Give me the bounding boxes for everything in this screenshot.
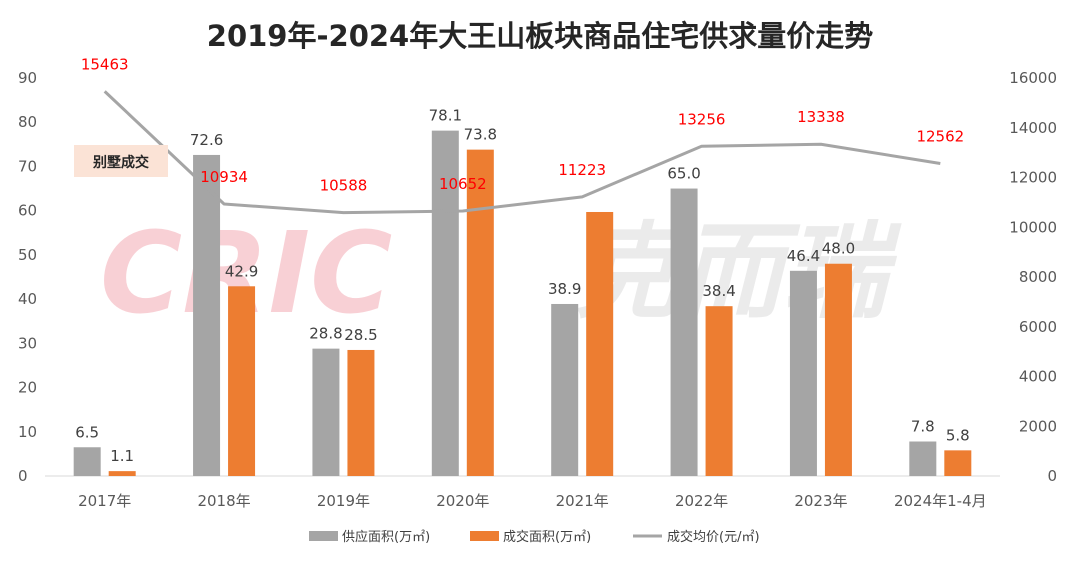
legend-swatch-supply	[309, 531, 338, 541]
y-right-tick: 8000	[1019, 268, 1057, 286]
x-category-label: 2022年	[675, 492, 728, 510]
deal-bar	[824, 263, 852, 476]
deal-bar	[944, 450, 972, 476]
supply-bar-label: 7.8	[911, 418, 935, 436]
y-left-tick: 10	[18, 423, 37, 441]
bar-labels: 6.5 72.6 28.8 78.1 38.9 65.0 46.4 7.8 1.1 42.9 28.…	[75, 107, 969, 466]
deal-bar	[347, 349, 375, 476]
supply-bar-label: 28.8	[309, 325, 342, 343]
price-label: 15463	[81, 55, 129, 73]
supply-bar	[73, 447, 101, 476]
price-label: 10934	[200, 168, 248, 186]
x-category-label: 2021年	[556, 492, 609, 510]
y-left-tick: 0	[18, 467, 28, 485]
y-right-tick: 16000	[1009, 69, 1057, 87]
supply-bar-label: 38.9	[548, 280, 581, 298]
bars	[73, 130, 972, 477]
legend: 供应面积(万㎡) 成交面积(万㎡) 成交均价(元/㎡)	[309, 529, 760, 545]
deal-bar	[705, 306, 733, 476]
y-right-tick: 6000	[1019, 318, 1057, 336]
watermark: CRIC 克而瑞	[100, 209, 902, 339]
price-label: 12562	[916, 128, 964, 146]
y-left-tick: 90	[18, 69, 37, 87]
y-right-tick: 14000	[1009, 119, 1057, 137]
legend-swatch-deal	[470, 531, 499, 541]
deal-bar	[228, 286, 256, 476]
deal-bar-label: 42.9	[225, 262, 258, 280]
right-axis: 0 2000 4000 6000 8000 10000 12000 14000 16000	[1009, 69, 1057, 485]
deal-bar-label: 38.4	[702, 282, 735, 300]
x-category-label: 2017年	[78, 492, 131, 510]
deal-bar	[586, 211, 614, 476]
legend-label-price: 成交均价(元/㎡)	[667, 529, 760, 545]
price-labels: 15463 10934 10588 10652 11223 13256 13338 12562	[81, 55, 964, 194]
supply-bar	[909, 441, 937, 476]
x-category-label: 2018年	[197, 492, 250, 510]
legend-label-supply: 供应面积(万㎡)	[342, 529, 430, 545]
price-label: 10588	[320, 177, 368, 195]
category-labels: 2017年 2018年 2019年 2020年 2021年 2022年 2023年 2024年…	[78, 492, 987, 510]
supply-bar	[193, 154, 221, 477]
deal-bar-label: 73.8	[464, 126, 497, 144]
y-right-tick: 12000	[1009, 169, 1057, 187]
price-label: 11223	[558, 161, 606, 179]
supply-bar-label: 6.5	[75, 423, 99, 441]
y-left-tick: 70	[18, 157, 37, 175]
deal-bar	[108, 471, 136, 476]
x-category-label: 2020年	[436, 492, 489, 510]
y-left-tick: 20	[18, 379, 37, 397]
supply-bar-label: 72.6	[190, 131, 223, 149]
y-right-tick: 4000	[1019, 368, 1057, 386]
deal-bar-label: 28.5	[344, 326, 377, 344]
deal-bar-label: 1.1	[110, 447, 134, 465]
price-label: 10652	[439, 175, 487, 193]
y-left-tick: 40	[18, 290, 37, 308]
y-left-tick: 30	[18, 334, 37, 352]
supply-bar	[431, 130, 459, 476]
y-right-tick: 0	[1047, 467, 1057, 485]
y-right-tick: 2000	[1019, 417, 1057, 435]
supply-bar-label: 78.1	[429, 107, 462, 125]
price-line	[103, 90, 941, 215]
y-right-tick: 10000	[1009, 218, 1057, 236]
chart-title: 2019年-2024年大王山板块商品住宅供求量价走势	[207, 19, 873, 53]
x-category-label: 2024年1-4月	[894, 492, 987, 510]
price-label: 13338	[797, 108, 845, 126]
supply-bar	[789, 270, 817, 476]
x-category-label: 2019年	[317, 492, 370, 510]
villa-note-bg	[74, 145, 168, 177]
deal-bar-label: 48.0	[822, 240, 855, 258]
price-line-group	[103, 90, 941, 215]
x-category-label: 2023年	[794, 492, 847, 510]
y-left-tick: 80	[18, 113, 37, 131]
y-left-tick: 50	[18, 246, 37, 264]
supply-bar	[670, 188, 698, 477]
watermark-brand-text: 克而瑞	[575, 211, 902, 333]
villa-note: 别墅成交	[74, 145, 168, 177]
supply-bar-label: 65.0	[667, 165, 700, 183]
supply-bar	[312, 348, 340, 476]
deal-bar	[466, 149, 494, 476]
y-left-tick: 60	[18, 202, 37, 220]
legend-label-deal: 成交面积(万㎡)	[503, 529, 591, 545]
supply-bar	[551, 303, 579, 476]
left-axis: 0 10 20 30 40 50 60 70 80 90	[18, 69, 37, 485]
price-label: 13256	[678, 110, 726, 128]
deal-bar-label: 5.8	[946, 426, 970, 444]
supply-bar-label: 46.4	[787, 247, 820, 265]
villa-note-text: 别墅成交	[92, 154, 149, 171]
